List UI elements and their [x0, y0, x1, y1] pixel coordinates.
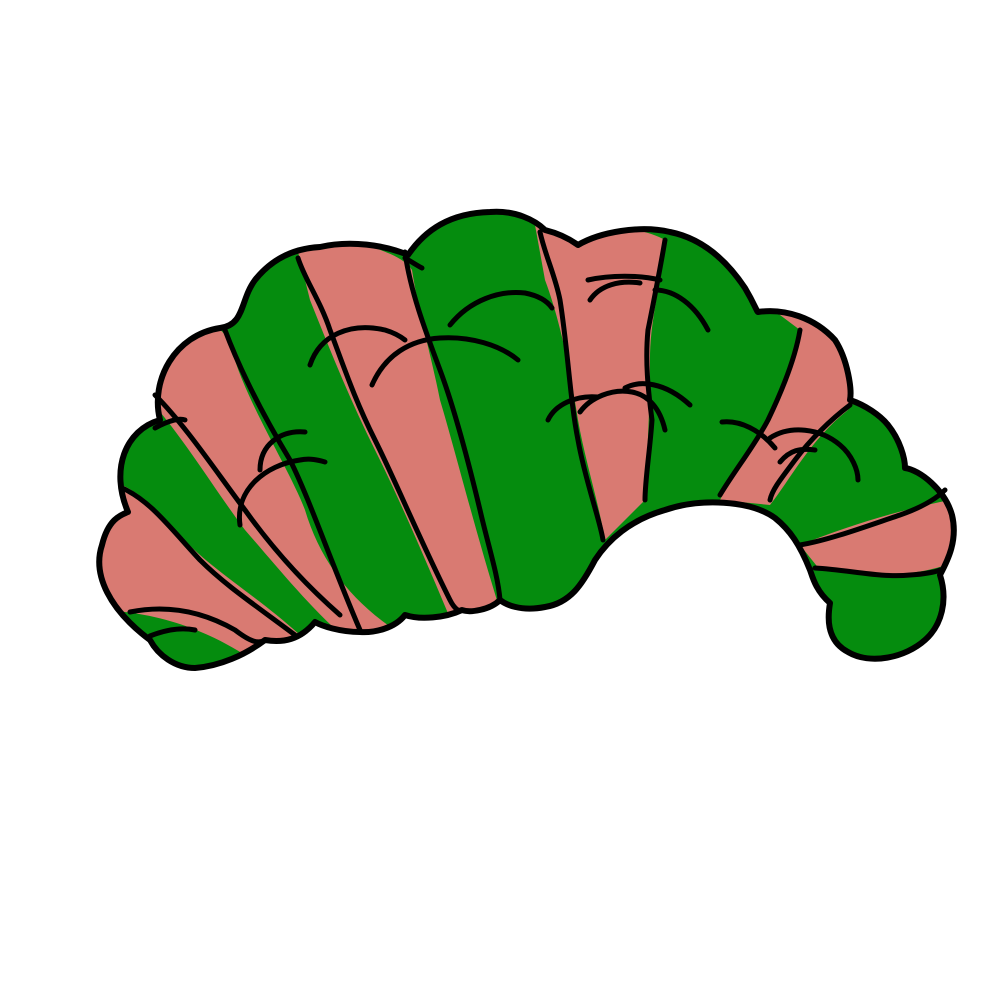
- croissant-illustration: [0, 0, 1000, 1000]
